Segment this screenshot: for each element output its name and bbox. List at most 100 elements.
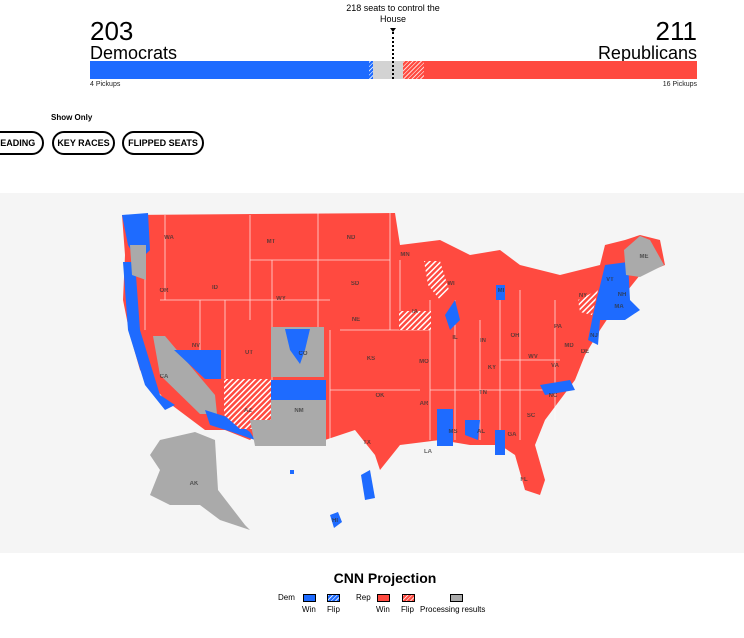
label-or: OR — [159, 288, 169, 294]
label-hi: HI — [332, 518, 338, 524]
dem-al — [465, 420, 480, 440]
label-tn: TN — [479, 390, 487, 396]
label-mt: MT — [266, 239, 276, 245]
processing-az-south — [250, 420, 271, 446]
label-ok: OK — [375, 393, 385, 399]
rep-win-bar — [424, 61, 697, 79]
label-sd: SD — [350, 281, 360, 287]
filter-flipped-seats-button[interactable]: FLIPPED SEATS — [122, 131, 204, 155]
flip-rep-ny — [578, 290, 598, 315]
label-id: ID — [212, 285, 218, 291]
label-wa: WA — [164, 235, 174, 241]
label-ut: UT — [245, 350, 253, 356]
label-me: ME — [639, 254, 649, 260]
label-ak: AK — [189, 481, 199, 487]
dem-win-bar — [90, 61, 369, 79]
dem-nm-north — [271, 380, 326, 400]
label-mi: MI — [497, 288, 505, 294]
undecided-bar — [373, 61, 403, 79]
label-fl: FL — [520, 477, 528, 483]
dem-co — [285, 329, 310, 364]
flip-rep-wi — [424, 261, 449, 300]
label-nc: NC — [548, 393, 558, 399]
processing-wa — [130, 245, 146, 280]
filter-key-races-button[interactable]: KEY RACES — [52, 131, 115, 155]
dem-hi-islands — [290, 470, 294, 474]
dem-hi — [330, 512, 342, 528]
processing-me — [624, 236, 664, 277]
show-only-label: Show Only — [51, 113, 93, 122]
label-nj: NJ — [590, 333, 598, 339]
dem-ms — [437, 409, 453, 446]
legend-rep-win-label: Win — [376, 605, 390, 614]
legend-dem-win-label: Win — [302, 605, 316, 614]
threshold-marker-icon — [390, 28, 396, 32]
dem-nv — [174, 350, 221, 379]
label-nh: NH — [617, 292, 627, 298]
label-wi: WI — [447, 281, 455, 287]
us-map-svg[interactable] — [0, 193, 744, 553]
label-vt: VT — [606, 277, 614, 283]
label-co: CO — [298, 351, 308, 357]
rep-flip-bar — [403, 61, 424, 79]
label-ks: KS — [366, 356, 376, 362]
house-results-map[interactable]: WA OR ID MT WY ND SD NE NV UT CO CA AZ N… — [0, 193, 744, 553]
dem-northeast — [588, 262, 640, 345]
label-de: DE — [580, 349, 590, 355]
legend-rep-flip-swatch — [402, 594, 415, 602]
rep-pickups: 16 Pickups — [662, 81, 697, 88]
label-tx: TX — [363, 440, 371, 446]
label-ga: GA — [507, 432, 517, 438]
dem-pickups: 4 Pickups — [90, 81, 121, 88]
dem-tx-south — [361, 470, 375, 500]
threshold-line — [392, 32, 394, 79]
dem-districts-or-ca-coast — [123, 262, 175, 410]
processing-nm — [271, 400, 326, 446]
label-ny: NY — [578, 293, 588, 299]
dem-socal — [205, 410, 255, 440]
label-md: MD — [564, 343, 574, 349]
legend-dem-flip-label: Flip — [327, 605, 340, 614]
rep-seat-count: 211 — [655, 16, 697, 46]
legend-dem-win-swatch — [303, 594, 316, 602]
legend-processing-label: Processing results — [420, 605, 486, 614]
dem-seat-count: 203 — [90, 16, 134, 46]
control-threshold-label: 218 seats to control the House — [346, 3, 440, 24]
label-il: IL — [452, 335, 458, 341]
filter-leading-button[interactable]: LEADING — [0, 131, 44, 155]
label-nv: NV — [191, 343, 201, 349]
label-ar: AR — [419, 401, 429, 407]
label-wy: WY — [276, 296, 286, 302]
label-oh: OH — [510, 333, 520, 339]
label-ca: CA — [159, 374, 169, 380]
flip-rep-ia — [399, 311, 431, 330]
label-wv: WV — [528, 354, 538, 360]
legend-dem-label: Dem — [278, 593, 295, 602]
legend-rep-win-swatch — [377, 594, 390, 602]
label-ia: IA — [412, 309, 418, 315]
legend-rep-flip-label: Flip — [401, 605, 414, 614]
rep-party-label: Republicans — [597, 43, 697, 63]
label-ms: MS — [448, 429, 458, 435]
label-in: IN — [480, 338, 486, 344]
label-ky: KY — [487, 365, 497, 371]
dem-il — [445, 300, 460, 330]
dem-flip-bar — [369, 61, 373, 79]
label-mn: MN — [400, 252, 410, 258]
label-pa: PA — [554, 324, 562, 330]
processing-ak — [150, 432, 250, 530]
flip-rep-az — [224, 379, 271, 429]
label-la: LA — [424, 449, 432, 455]
legend-title: CNN Projection — [333, 570, 437, 586]
label-nm: NM — [294, 408, 304, 414]
dem-party-label: Democrats — [90, 43, 178, 63]
dem-mi — [496, 285, 505, 300]
legend-dem-flip-swatch — [327, 594, 340, 602]
label-al: AL — [477, 429, 485, 435]
label-mo: MO — [419, 359, 429, 365]
label-sc: SC — [526, 413, 536, 419]
label-ne: NE — [351, 317, 361, 323]
processing-ca — [153, 336, 217, 414]
dem-ga — [495, 430, 505, 455]
label-ma: MA — [614, 304, 624, 310]
